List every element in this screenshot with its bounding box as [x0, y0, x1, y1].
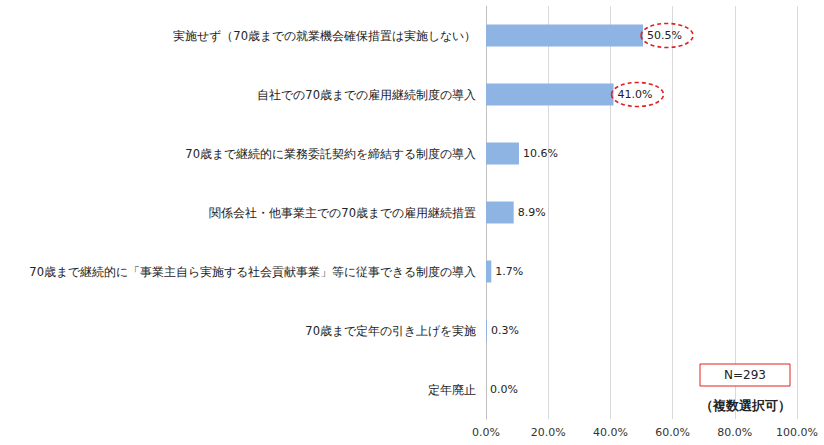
svg-text:10.6%: 10.6% — [523, 147, 558, 160]
svg-text:（複数選択可）: （複数選択可） — [700, 398, 791, 413]
svg-text:実施せず（70歳までの就業機会確保措置は実施しない）: 実施せず（70歳までの就業機会確保措置は実施しない） — [173, 29, 476, 43]
svg-text:40.0%: 40.0% — [593, 426, 628, 439]
svg-text:70歳まで定年の引き上げを実施: 70歳まで定年の引き上げを実施 — [305, 324, 476, 338]
svg-text:100.0%: 100.0% — [776, 426, 818, 439]
svg-text:50.5%: 50.5% — [647, 29, 682, 42]
svg-text:N=293: N=293 — [724, 368, 766, 382]
svg-text:20.0%: 20.0% — [531, 426, 566, 439]
svg-text:自社での70歳までの雇用継続制度の導入: 自社での70歳までの雇用継続制度の導入 — [257, 88, 476, 102]
svg-text:70歳まで継続的に業務委託契約を締結する制度の導入: 70歳まで継続的に業務委託契約を締結する制度の導入 — [185, 147, 476, 161]
svg-text:8.9%: 8.9% — [518, 206, 546, 219]
svg-text:41.0%: 41.0% — [618, 88, 653, 101]
svg-text:1.7%: 1.7% — [495, 265, 523, 278]
svg-text:0.0%: 0.0% — [490, 383, 518, 396]
svg-text:80.0%: 80.0% — [717, 426, 752, 439]
svg-text:0.0%: 0.0% — [472, 426, 500, 439]
svg-text:0.3%: 0.3% — [491, 324, 519, 337]
svg-text:関係会社・他事業主での70歳までの雇用継続措置: 関係会社・他事業主での70歳までの雇用継続措置 — [209, 206, 476, 220]
svg-text:70歳まで継続的に「事業主自ら実施する社会貢献事業」等に従事: 70歳まで継続的に「事業主自ら実施する社会貢献事業」等に従事できる制度の導入 — [29, 265, 476, 279]
svg-text:定年廃止: 定年廃止 — [428, 383, 476, 397]
svg-text:60.0%: 60.0% — [655, 426, 690, 439]
